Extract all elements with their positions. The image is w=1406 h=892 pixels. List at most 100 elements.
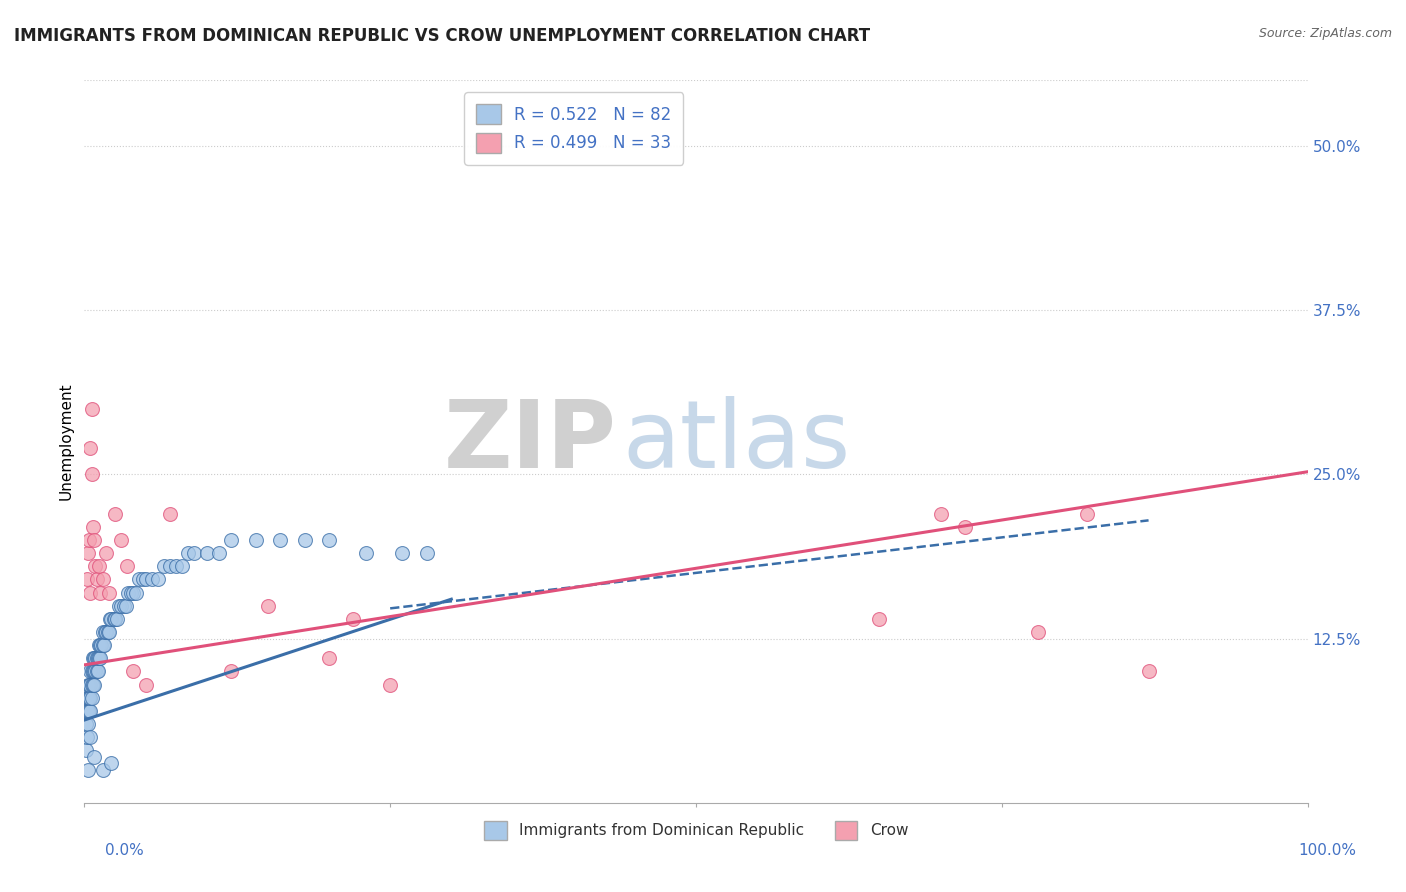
Point xyxy=(82,665,104,679)
Point xyxy=(87,651,110,665)
Point xyxy=(318,533,340,547)
Text: 100.0%: 100.0% xyxy=(1299,843,1357,858)
Point xyxy=(77,704,100,718)
Point xyxy=(80,690,103,705)
Point xyxy=(93,638,115,652)
Point xyxy=(103,612,125,626)
Point xyxy=(132,573,155,587)
Point xyxy=(77,763,100,777)
Point xyxy=(100,756,122,771)
Point xyxy=(75,743,97,757)
Point xyxy=(87,638,110,652)
Point xyxy=(294,533,316,547)
Point xyxy=(115,559,138,574)
Point xyxy=(75,717,97,731)
Point xyxy=(82,677,104,691)
Point xyxy=(257,599,280,613)
Point xyxy=(77,677,100,691)
Point xyxy=(80,665,103,679)
Point xyxy=(86,651,108,665)
Point xyxy=(96,625,118,640)
Point xyxy=(76,704,98,718)
Point xyxy=(80,677,103,691)
Point xyxy=(112,599,135,613)
Point xyxy=(91,573,114,587)
Point xyxy=(929,507,952,521)
Point xyxy=(219,533,242,547)
Point xyxy=(77,717,100,731)
Point xyxy=(104,612,127,626)
Point xyxy=(159,507,181,521)
Point xyxy=(79,665,101,679)
Point xyxy=(96,546,118,560)
Point xyxy=(135,573,157,587)
Point xyxy=(82,520,104,534)
Point xyxy=(89,638,111,652)
Point xyxy=(76,730,98,744)
Point xyxy=(110,533,132,547)
Point xyxy=(391,546,413,560)
Point xyxy=(115,599,138,613)
Point xyxy=(79,585,101,599)
Point xyxy=(76,690,98,705)
Point xyxy=(87,651,110,665)
Point xyxy=(79,677,101,691)
Point xyxy=(245,533,267,547)
Text: Source: ZipAtlas.com: Source: ZipAtlas.com xyxy=(1258,27,1392,40)
Point xyxy=(1076,507,1098,521)
Y-axis label: Unemployment: Unemployment xyxy=(58,383,73,500)
Point xyxy=(90,638,112,652)
Point xyxy=(318,651,340,665)
Point xyxy=(83,677,105,691)
Point xyxy=(76,573,98,587)
Point xyxy=(77,677,100,691)
Point xyxy=(79,441,101,455)
Point xyxy=(159,559,181,574)
Point xyxy=(77,704,100,718)
Point xyxy=(77,546,100,560)
Point xyxy=(83,651,105,665)
Point xyxy=(91,763,114,777)
Point xyxy=(125,585,148,599)
Point xyxy=(177,546,200,560)
Point xyxy=(91,625,114,640)
Point xyxy=(87,559,110,574)
Point xyxy=(80,467,103,482)
Point xyxy=(107,599,129,613)
Point xyxy=(141,573,163,587)
Point xyxy=(97,625,120,640)
Point xyxy=(146,573,169,587)
Point xyxy=(83,665,105,679)
Point xyxy=(342,612,364,626)
Point xyxy=(1028,625,1050,640)
Point xyxy=(380,677,402,691)
Text: IMMIGRANTS FROM DOMINICAN REPUBLIC VS CROW UNEMPLOYMENT CORRELATION CHART: IMMIGRANTS FROM DOMINICAN REPUBLIC VS CR… xyxy=(14,27,870,45)
Point xyxy=(83,533,105,547)
Point xyxy=(77,533,100,547)
Point xyxy=(953,520,976,534)
Point xyxy=(195,546,218,560)
Point xyxy=(84,665,107,679)
Point xyxy=(84,651,107,665)
Legend: Immigrants from Dominican Republic, Crow: Immigrants from Dominican Republic, Crow xyxy=(478,815,914,846)
Text: ZIP: ZIP xyxy=(443,395,616,488)
Point xyxy=(105,612,128,626)
Point xyxy=(94,625,117,640)
Point xyxy=(153,559,176,574)
Point xyxy=(120,585,142,599)
Point xyxy=(80,401,103,416)
Point xyxy=(91,638,114,652)
Point xyxy=(122,585,145,599)
Point xyxy=(79,704,101,718)
Point xyxy=(122,665,145,679)
Point xyxy=(172,559,194,574)
Text: 0.0%: 0.0% xyxy=(105,843,145,858)
Text: atlas: atlas xyxy=(623,395,851,488)
Point xyxy=(87,665,110,679)
Point xyxy=(97,585,120,599)
Point xyxy=(86,573,108,587)
Point xyxy=(165,559,187,574)
Point xyxy=(135,677,157,691)
Point xyxy=(79,730,101,744)
Point xyxy=(183,546,205,560)
